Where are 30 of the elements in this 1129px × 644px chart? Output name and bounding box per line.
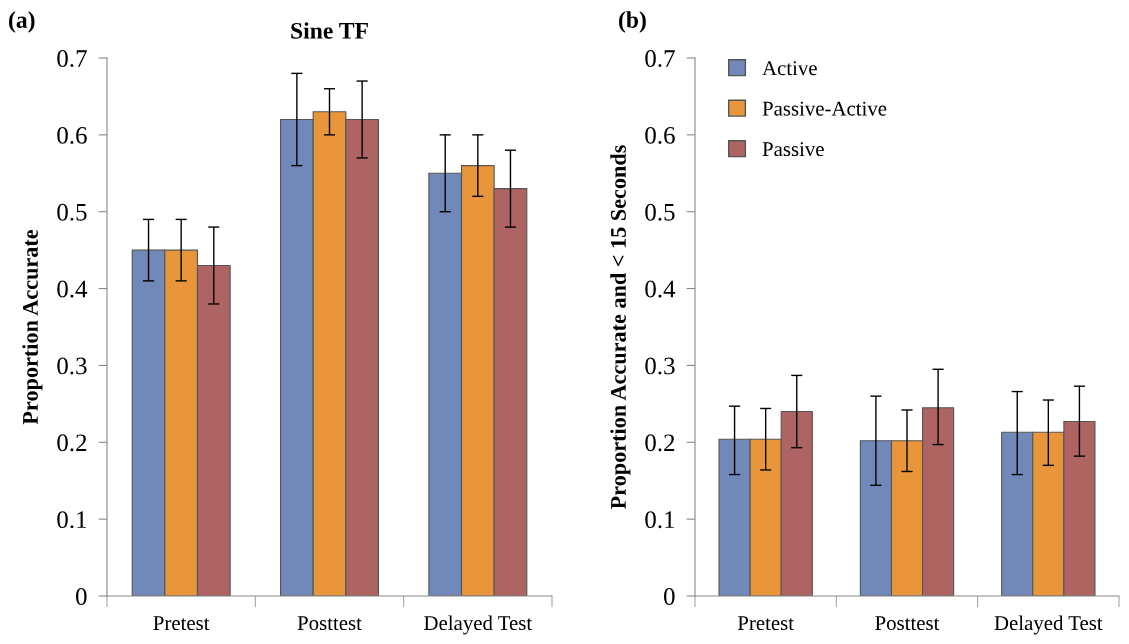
x-tick-label: Posttest <box>297 616 362 631</box>
y-tick-label: 0.4 <box>57 280 88 298</box>
y-tick-label: 0.2 <box>645 434 675 452</box>
legend-label: Passive <box>762 142 824 157</box>
x-tick-label: Delayed Test <box>994 615 1103 635</box>
x-tick-label: Pretest <box>153 616 210 631</box>
y-tick-label: 0.3 <box>57 357 87 375</box>
y-tick-label: 0 <box>76 588 87 605</box>
y-tick-label: 0.2 <box>57 434 87 452</box>
y-tick-label: 0.6 <box>57 126 87 144</box>
x-tick-label: Pretest <box>737 616 794 631</box>
y-axis-title: Proportion Accurate <box>22 229 43 425</box>
x-tick-label: Delayed Test <box>424 615 533 635</box>
chart-title: Sine TF <box>291 22 368 39</box>
text: (a) <box>9 11 35 33</box>
x-tick-label: Posttest <box>875 616 940 631</box>
y-tick-label: 0.6 <box>645 126 675 144</box>
text: (b) <box>619 11 646 33</box>
legend-label: Passive-Active <box>762 101 887 116</box>
y-tick-label: 0.7 <box>645 50 675 68</box>
y-tick-label: 0.4 <box>645 280 676 298</box>
y-tick-label: 0 <box>664 588 675 605</box>
y-tick-label: 0.7 <box>57 50 87 68</box>
y-axis-title: Proportion Accurate and < 15 Seconds <box>610 145 631 509</box>
y-tick-label: 0.5 <box>645 203 675 221</box>
y-tick-label: 0.1 <box>57 511 87 529</box>
y-tick-label: 0.1 <box>645 511 675 529</box>
y-tick-label: 0.3 <box>645 357 675 375</box>
legend-label: Active <box>762 61 817 76</box>
y-tick-label: 0.5 <box>57 203 87 221</box>
